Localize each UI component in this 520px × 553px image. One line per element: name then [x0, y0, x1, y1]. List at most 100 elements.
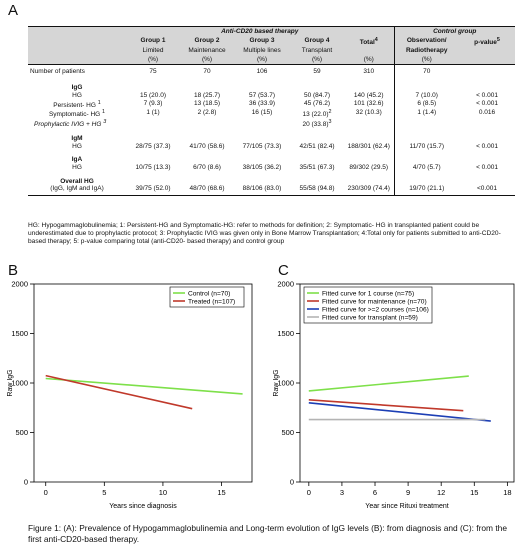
table-column-units: (%) (%) (%) (%) (%) (%) — [28, 55, 515, 65]
col-subtitle: Radiotherapy — [393, 46, 459, 56]
table-cell: 19/70 (21.1) — [393, 185, 459, 196]
table-cell: 88/106 (83.0) — [234, 185, 290, 196]
table-cell: 310 — [363, 67, 375, 75]
series-line — [308, 402, 491, 422]
table-footnote: HG: Hypogammaglobulinemia; 1: Persistent… — [28, 222, 501, 246]
table-cell: 89/302 (29.5) — [349, 164, 389, 171]
col-unit: (%) — [290, 55, 344, 65]
row-label: Prophylactic IVIG + HG 3 — [34, 119, 107, 129]
col-header: Group 3 — [249, 36, 275, 44]
col-subtitle: Maintenance — [188, 47, 226, 55]
col-subtitle: Transplant — [301, 47, 333, 55]
table-row-igg-hg: HG 15 (20.0) 18 (25.7) 57 (53.7) 50 (84.… — [28, 91, 515, 100]
panel-label-a: A — [8, 2, 19, 19]
table-cell: < 0.001 — [476, 164, 498, 171]
table-column-subtitles: Limited Maintenance Multiple lines Trans… — [28, 46, 515, 56]
legend-entry: Fitted curve for 1 course (n=75) — [322, 290, 414, 297]
row-label: (IgG, IgM and IgA) — [28, 185, 126, 196]
table-cell: 41/70 (58.6) — [189, 142, 225, 150]
table-cell: < 0.001 — [476, 99, 498, 107]
table-cell: 0.016 — [478, 109, 496, 117]
y-tick-label: 500 — [15, 428, 28, 437]
figure-caption: Figure 1: (A): Prevalence of Hypogammagl… — [28, 523, 507, 545]
table-row-patients: Number of patients 75 70 106 59 310 70 — [28, 64, 515, 79]
x-tick-label: 5 — [102, 488, 106, 497]
col-subtitle — [459, 46, 515, 55]
row-label: HG — [72, 91, 82, 99]
y-tick-label: 1500 — [277, 329, 294, 338]
col-unit: (%) — [126, 55, 180, 65]
legend-entry: Fitted curve for >=2 courses (n=106) — [322, 306, 429, 313]
table-cell: 77/105 (73.3) — [242, 142, 282, 150]
table-cell: 106 — [256, 67, 268, 75]
table-cell: 18 (25.7) — [193, 91, 221, 99]
table-cell: <0.001 — [459, 185, 515, 196]
col-header: Group 1 — [140, 36, 166, 44]
section-title-igm: IgM — [71, 135, 83, 143]
table-cell: 75 — [149, 67, 157, 75]
series-line — [45, 374, 193, 410]
table-cell — [459, 64, 515, 78]
col-header: Observation/ — [393, 35, 459, 47]
table-cell: 101 (32.6) — [353, 99, 384, 107]
table-cell: 28/75 (37.3) — [135, 142, 171, 150]
legend-entry: Control (n=70) — [188, 290, 230, 297]
section-title-iga: IgA — [71, 156, 83, 164]
row-label: HG — [72, 164, 82, 171]
table-cell: 13 (22.0)2 — [302, 109, 332, 119]
col-header: Total4 — [359, 36, 378, 46]
table-cell: 10/75 (13.3) — [135, 164, 171, 171]
y-tick-label: 1000 — [277, 379, 294, 388]
y-tick-label: 0 — [24, 478, 28, 487]
table-cell: 38/105 (36.2) — [242, 164, 282, 171]
y-axis-label: Raw IgG — [7, 369, 14, 396]
igm-section-title: IgM — [28, 135, 515, 143]
plot-frame — [33, 283, 253, 483]
col-header: Group 2 — [194, 36, 220, 44]
y-tick-label: 1000 — [11, 379, 28, 388]
table-cell: 2 (2.8) — [197, 109, 217, 117]
table-row-igg-prophylactic: Prophylactic IVIG + HG 3 20 (33.8)3 — [28, 119, 515, 130]
table-cell: 50 (84.7) — [303, 91, 331, 99]
table-cell: 15 (20.0) — [139, 91, 167, 99]
table-cell: 13 (18.5) — [193, 99, 221, 107]
y-tick-label: 2000 — [277, 280, 294, 289]
row-label: Persistent- HG 1 — [53, 99, 101, 109]
table-row-igg-symptomatic: Symptomatic- HG 1 1 (1) 2 (2.8) 16 (15) … — [28, 109, 515, 120]
table-column-names: Group 1 Group 2 Group 3 Group 4 Total4 O… — [28, 35, 515, 47]
table-row-igg-persistent: Persistent- HG 1 7 (9.3) 13 (18.5) 36 (3… — [28, 99, 515, 110]
legend-box — [169, 286, 245, 308]
table-cell: 32 (10.3) — [355, 109, 382, 117]
x-tick-label: 9 — [406, 488, 410, 497]
table-cell: 6 (8.5) — [393, 99, 459, 110]
table-cell: 35/51 (67.3) — [299, 164, 335, 171]
control-header: Control group — [393, 25, 515, 36]
section-title-overall: Overall HG — [60, 177, 94, 185]
igg-chart-from-diagnosis: 0 500 1000 1500 2000 0 5 10 15 Years since diagno… — [7, 280, 253, 510]
col-subtitle: Multiple lines — [243, 47, 281, 55]
y-axis-label: Raw IgG — [273, 369, 280, 396]
table-row-overall: (IgG, IgM and IgA) 39/75 (52.0) 48/70 (6… — [28, 185, 515, 196]
table-cell: 36 (33.9) — [248, 99, 276, 107]
table-row-iga-hg: HG 10/75 (13.3) 6/70 (8.6) 38/105 (36.2)… — [28, 164, 515, 172]
table-cell: 59 — [313, 67, 321, 75]
table-cell: 4/70 (5.7) — [393, 164, 459, 172]
col-subtitle — [344, 46, 394, 55]
table-cell: 70 — [393, 64, 459, 79]
table-cell: 39/75 (52.0) — [126, 185, 180, 196]
iga-section-title: IgA — [28, 156, 515, 164]
legend-entry: Fitted curve for transplant (n=59) — [322, 314, 418, 321]
table-cell: 1 (1.4) — [393, 109, 459, 120]
table-cell: 16 (15) — [251, 109, 273, 117]
row-label: Symptomatic- HG 1 — [48, 109, 106, 119]
x-tick-label: 6 — [373, 488, 377, 497]
col-unit: (%) — [344, 55, 394, 65]
table-cell: 1 (1) — [146, 109, 160, 117]
therapy-header: Anti-CD20 based therapy — [126, 25, 394, 36]
legend-box — [303, 286, 433, 324]
x-tick-label: 18 — [503, 488, 511, 497]
table-cell: 7 (10.0) — [393, 91, 459, 100]
table-cell: 57 (53.7) — [248, 91, 276, 99]
y-tick-label: 1500 — [11, 329, 28, 338]
table-header-row: Anti-CD20 based therapy Control group — [28, 25, 515, 36]
